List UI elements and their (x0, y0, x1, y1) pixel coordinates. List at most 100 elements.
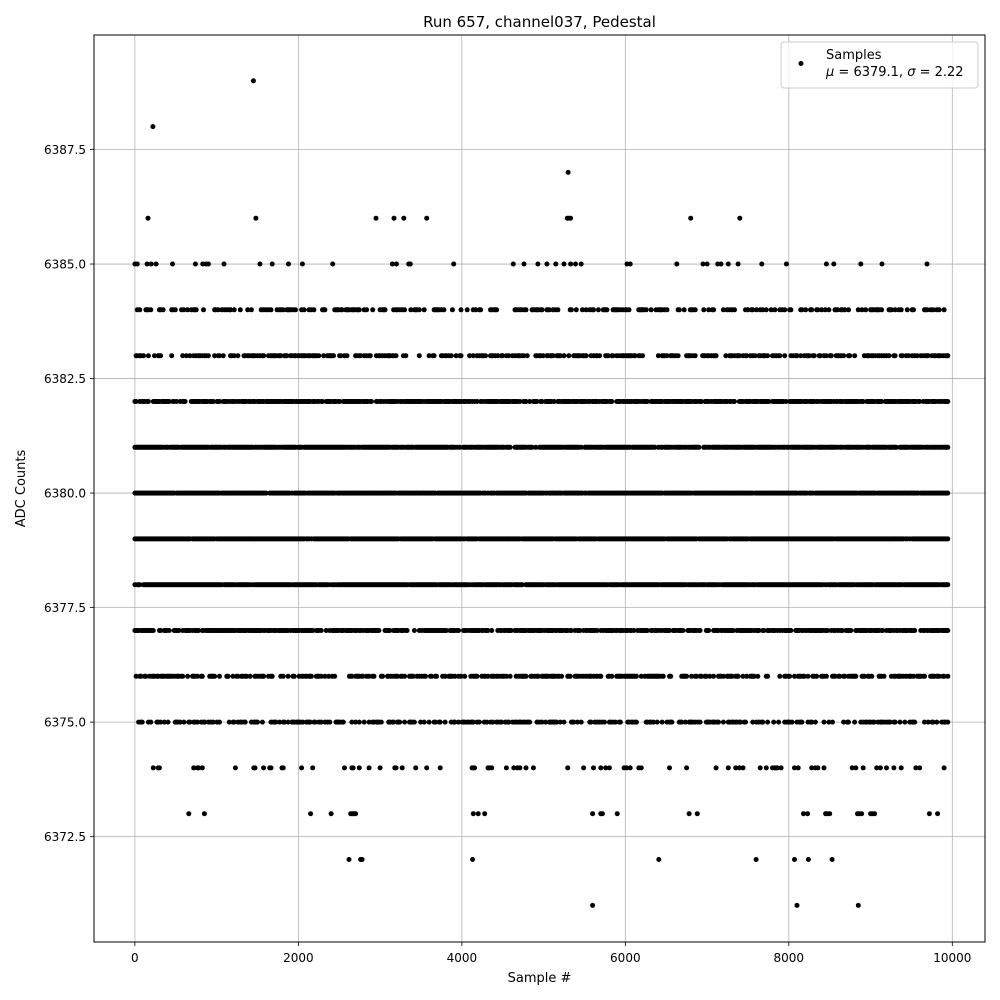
data-point (814, 673, 820, 679)
data-point (393, 353, 399, 359)
data-point (706, 628, 712, 633)
data-point (426, 353, 432, 359)
data-point (307, 719, 313, 725)
data-point (638, 673, 644, 679)
data-point (945, 353, 951, 359)
data-point (821, 765, 827, 771)
data-point (507, 444, 513, 450)
data-point (261, 673, 267, 679)
data-point (358, 353, 363, 359)
data-point (945, 444, 951, 450)
data-point (434, 673, 439, 679)
data-point (539, 719, 545, 725)
data-point (686, 811, 692, 817)
data-point (456, 719, 462, 725)
data-point (205, 353, 211, 359)
data-point (250, 78, 256, 84)
data-point (523, 307, 529, 313)
data-point (667, 628, 672, 633)
data-point (442, 673, 448, 679)
data-point (681, 307, 687, 313)
data-point (554, 719, 560, 725)
data-point (237, 307, 243, 313)
data-point (792, 857, 797, 862)
data-point (684, 765, 690, 771)
data-point (613, 719, 618, 725)
data-point (458, 673, 464, 679)
data-point (924, 261, 930, 267)
data-point (668, 673, 674, 679)
data-point (805, 857, 811, 862)
data-point (829, 857, 835, 862)
data-point (158, 719, 164, 725)
data-point (519, 582, 525, 588)
data-point (823, 353, 829, 359)
data-point (792, 673, 797, 679)
data-point (539, 399, 545, 404)
data-point (817, 353, 823, 359)
data-point (473, 307, 479, 313)
data-point (201, 811, 207, 817)
data-point (877, 765, 883, 771)
data-point (166, 399, 172, 404)
data-point (904, 307, 910, 313)
x-axis-ticks: 0 2000 4000 6000 8000 10000 (131, 942, 971, 965)
x-tick-label: 4000 (447, 951, 478, 965)
data-point (768, 307, 774, 313)
data-point (278, 353, 284, 359)
data-point (591, 765, 596, 771)
data-point (403, 353, 409, 359)
data-point (284, 353, 290, 359)
data-point (720, 719, 726, 725)
data-point (337, 399, 343, 404)
data-point (842, 307, 848, 313)
data-point (322, 673, 328, 679)
data-point (467, 353, 473, 359)
data-point (698, 399, 704, 404)
data-point (594, 628, 600, 633)
data-point (323, 628, 329, 633)
data-point (263, 490, 269, 496)
data-point (590, 902, 596, 908)
data-point (160, 307, 166, 313)
data-point (353, 719, 359, 725)
data-point (930, 307, 936, 313)
data-point (788, 628, 794, 633)
data-point (332, 673, 338, 679)
data-point (356, 719, 362, 725)
data-point (578, 444, 584, 450)
data-point (507, 673, 513, 679)
data-point (795, 765, 801, 771)
data-point (470, 719, 476, 725)
data-point (529, 444, 535, 450)
data-point (744, 673, 750, 679)
data-point (776, 719, 782, 725)
data-point (737, 215, 743, 221)
data-point (470, 857, 475, 862)
data-point (568, 261, 574, 267)
data-point (825, 628, 831, 633)
data-point (484, 719, 490, 725)
data-point (170, 261, 175, 267)
data-point (133, 673, 139, 679)
data-point (565, 169, 571, 175)
data-point (185, 307, 191, 313)
data-point (568, 215, 574, 221)
x-axis-label: Sample # (508, 971, 572, 986)
data-point (474, 673, 480, 679)
data-point (338, 353, 344, 359)
data-point (898, 765, 904, 771)
data-point (701, 307, 707, 313)
data-point (141, 353, 146, 359)
data-point (404, 628, 410, 633)
data-point (744, 353, 750, 359)
data-point (449, 307, 455, 313)
data-point (794, 353, 800, 359)
data-point (285, 673, 291, 679)
data-point (327, 719, 333, 725)
data-point (578, 719, 584, 725)
data-point (798, 353, 804, 359)
data-point (424, 215, 430, 221)
data-point (555, 307, 561, 313)
data-point (137, 582, 143, 588)
